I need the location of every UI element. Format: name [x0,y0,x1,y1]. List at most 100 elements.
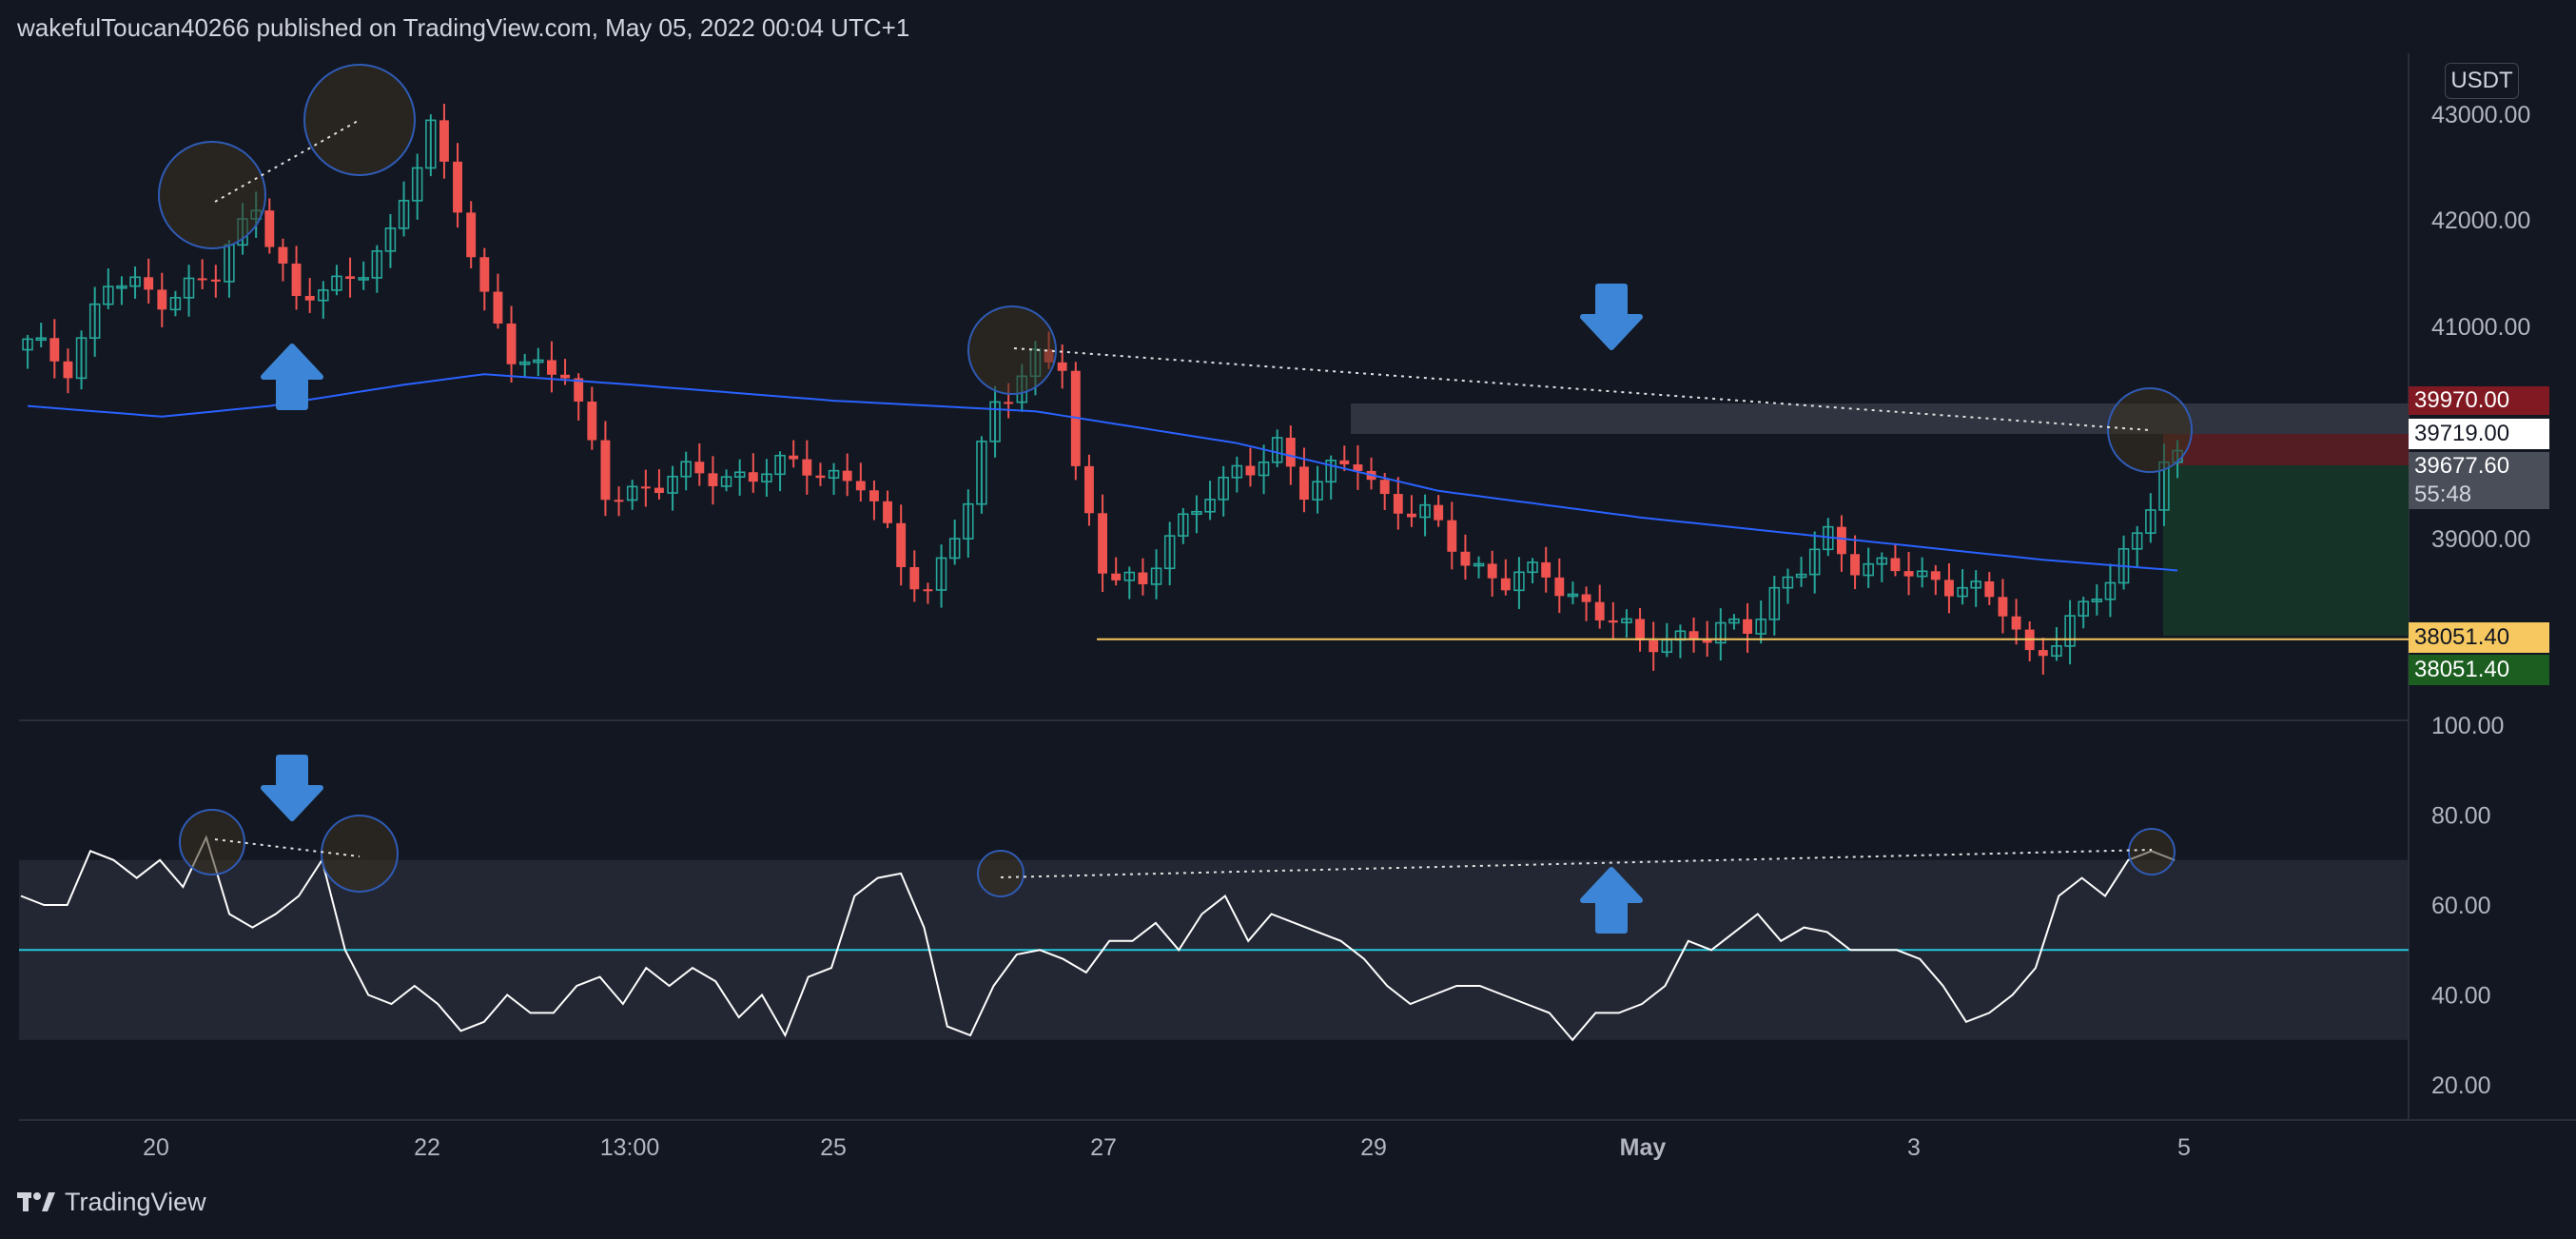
divergence-circle[interactable] [179,809,245,875]
candle[interactable] [587,386,597,450]
divergence-circle[interactable] [2128,828,2176,875]
candle[interactable] [116,276,127,305]
candle[interactable] [331,265,342,296]
candle[interactable] [533,347,544,377]
candle[interactable] [1943,563,1954,614]
divergence-circle[interactable] [321,815,399,893]
candle[interactable] [733,459,746,496]
candle[interactable] [694,443,705,486]
trend-line[interactable] [214,119,361,203]
candle[interactable] [103,267,114,309]
footer-brand[interactable]: TradingView [17,1188,206,1217]
candle[interactable] [855,462,866,502]
candle[interactable] [720,469,732,492]
candle[interactable] [371,245,383,293]
candle[interactable] [2145,493,2156,543]
candle[interactable] [264,198,275,254]
candle[interactable] [439,104,449,179]
candle[interactable] [291,246,302,310]
candle[interactable] [948,520,961,565]
candle[interactable] [1850,535,1861,590]
candle[interactable] [1231,456,1243,493]
candle[interactable] [883,490,893,529]
candle[interactable] [828,462,840,496]
candle[interactable] [75,330,88,390]
candle[interactable] [1245,447,1256,487]
candle[interactable] [1487,550,1497,597]
candle[interactable] [1204,481,1216,521]
candle[interactable] [1836,515,1846,572]
candle[interactable] [1353,444,1363,490]
candle[interactable] [600,421,611,517]
candle[interactable] [1271,429,1283,468]
candle[interactable] [1083,454,1094,526]
candle[interactable] [909,550,920,602]
candle[interactable] [318,281,329,319]
candle[interactable] [1258,444,1270,495]
candle[interactable] [2091,584,2103,616]
candle[interactable] [2011,599,2021,645]
candle[interactable] [774,451,786,492]
candle[interactable] [1916,557,1928,588]
arrow-down-icon[interactable] [1580,284,1643,350]
candle[interactable] [1218,465,1229,517]
candle[interactable] [708,456,718,505]
candle[interactable] [1393,477,1403,530]
candle[interactable] [1447,502,1457,570]
candle[interactable] [518,353,531,377]
candle[interactable] [157,272,167,327]
candle[interactable] [989,385,1001,458]
candle[interactable] [197,259,207,289]
candle[interactable] [1541,546,1551,593]
candle[interactable] [2078,597,2089,629]
candle[interactable] [868,480,879,521]
candle[interactable] [1728,614,1740,630]
candle[interactable] [2051,626,2062,661]
candle[interactable] [1795,557,1807,587]
candle[interactable] [1379,472,1390,510]
candle[interactable] [304,278,315,313]
candle[interactable] [466,201,477,269]
candle[interactable] [129,266,141,299]
candle[interactable] [1998,579,2008,634]
candle[interactable] [1621,609,1632,638]
candle[interactable] [802,440,812,495]
candle[interactable] [1191,495,1202,534]
candle[interactable] [169,290,182,317]
currency-unit-badge[interactable]: USDT [2445,63,2519,99]
candle[interactable] [923,582,933,604]
candle[interactable] [935,544,947,608]
candle[interactable] [35,323,47,348]
candle[interactable] [2104,563,2117,618]
candle[interactable] [1903,552,1914,596]
candle[interactable] [1755,600,1766,644]
candle[interactable] [1527,558,1538,584]
candle[interactable] [49,319,60,379]
candle[interactable] [2038,638,2048,675]
candle[interactable] [1111,557,1122,586]
candle[interactable] [1513,557,1525,610]
candle[interactable] [183,265,195,317]
divergence-circle[interactable] [158,141,266,249]
candle[interactable] [398,181,410,237]
candle[interactable] [1325,455,1337,500]
candle[interactable] [1581,586,1591,621]
candle[interactable] [1567,581,1579,604]
candle[interactable] [1473,556,1485,579]
candle[interactable] [1984,572,1995,605]
candle[interactable] [479,247,490,311]
candle[interactable] [1743,602,1753,653]
candle[interactable] [1138,558,1148,596]
candle[interactable] [22,334,33,369]
candle[interactable] [1863,547,1874,588]
candle[interactable] [1434,495,1444,527]
candle[interactable] [2131,525,2143,568]
candle[interactable] [1808,531,1821,594]
candle[interactable] [546,341,556,393]
candle[interactable] [1970,570,1981,607]
candle[interactable] [1768,576,1781,636]
arrow-down-icon[interactable] [261,755,323,821]
candle[interactable] [1715,608,1727,661]
candle[interactable] [88,286,101,357]
